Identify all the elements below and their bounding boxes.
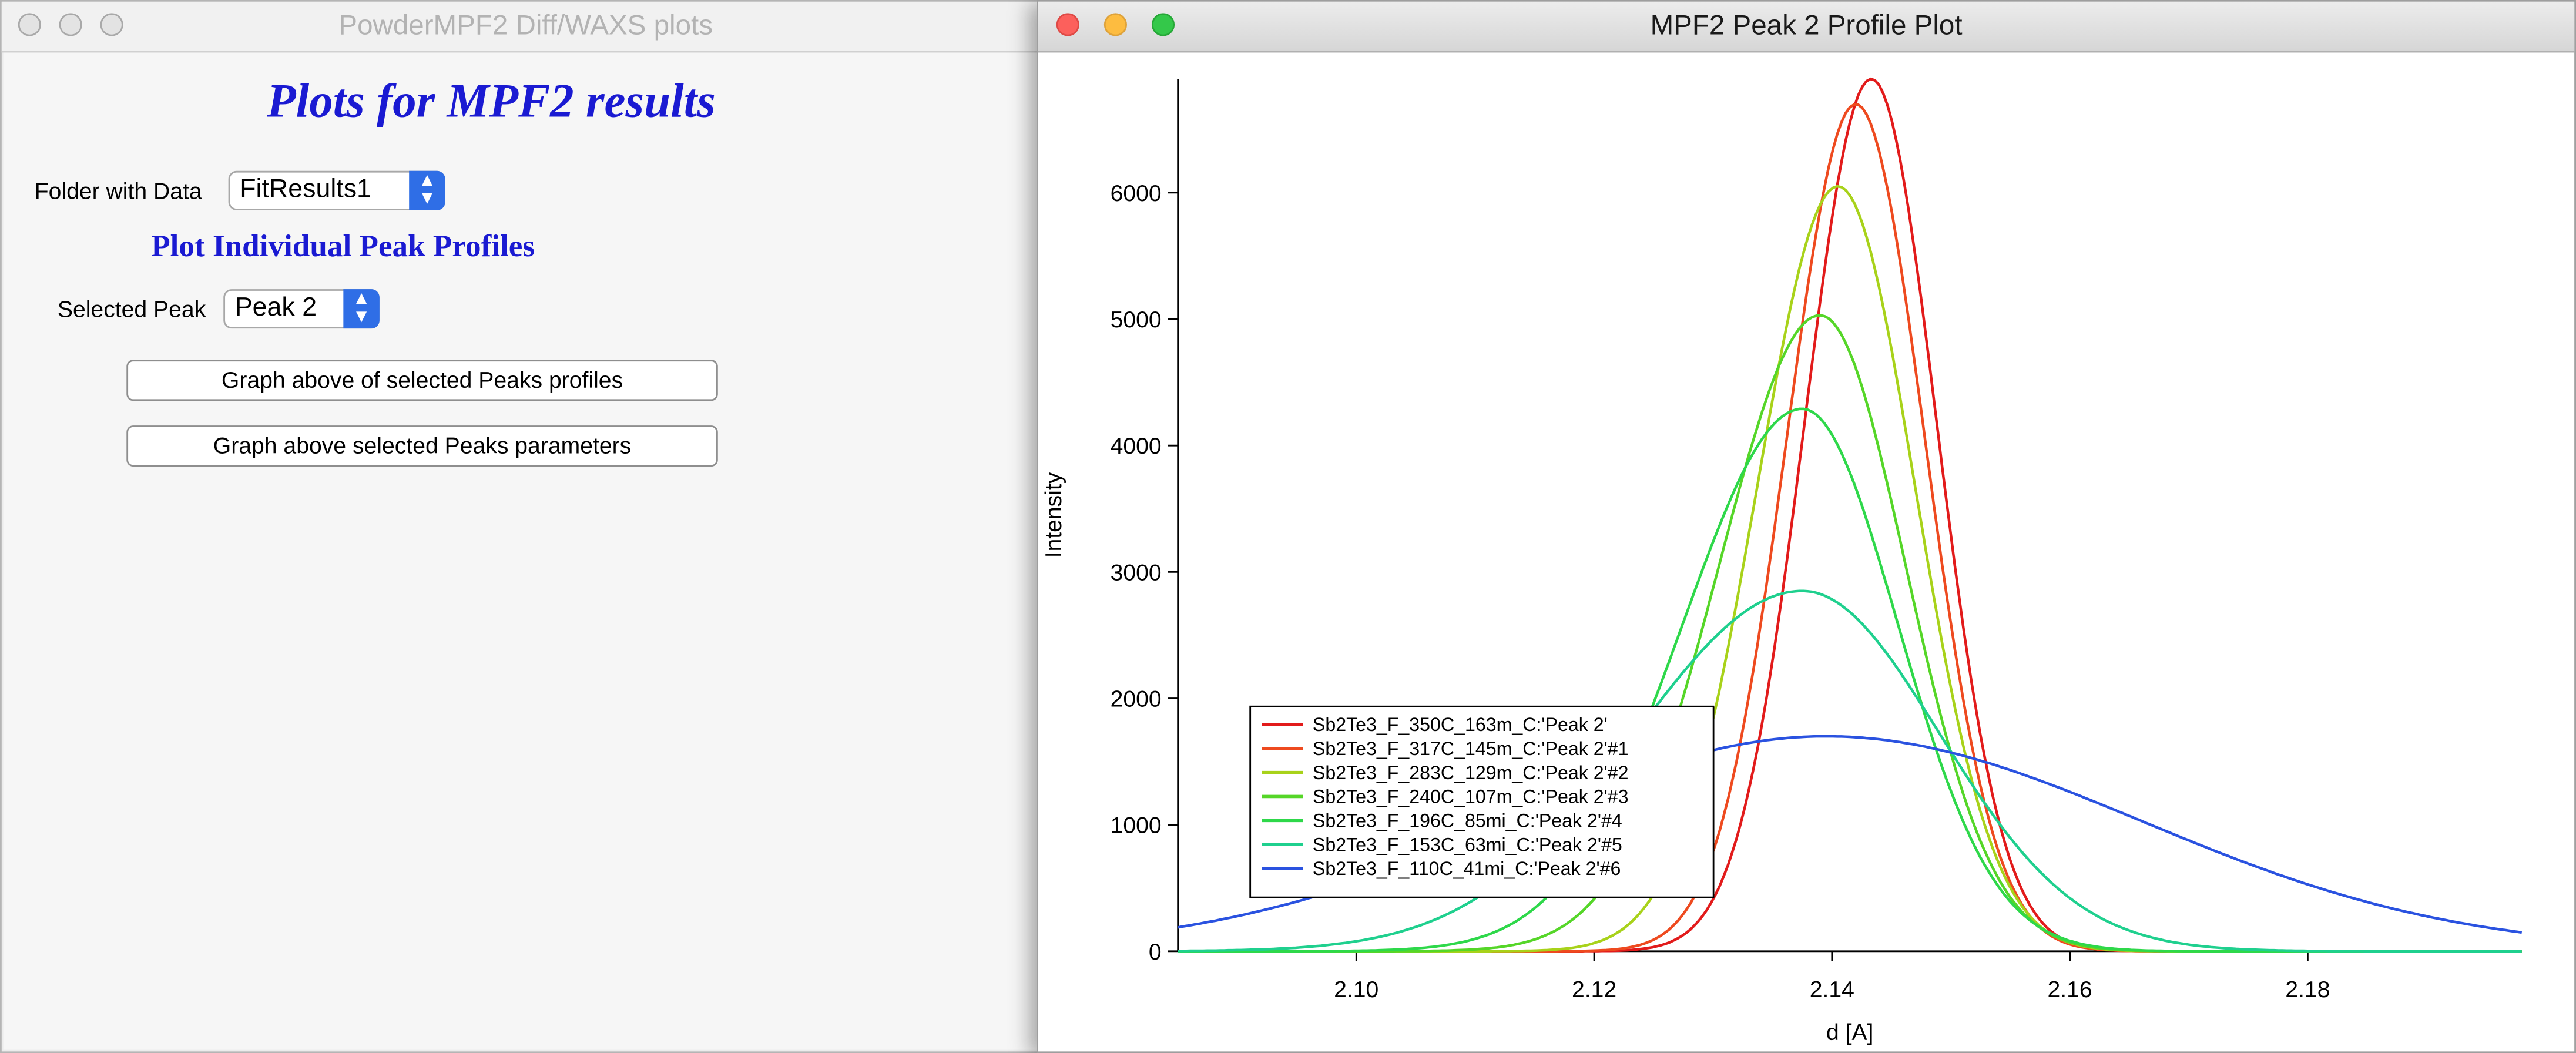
profile-plot: 0 1000 2000 3000 4000 5000 6000 2.10 2.12 2.14 2.1… xyxy=(1041,77,2523,1045)
plot-titlebar: MPF2 Peak 2 Profile Plot xyxy=(1038,1,2575,53)
x-tick-label: 2.18 xyxy=(2285,977,2330,1002)
minimize-icon[interactable] xyxy=(1103,13,1127,36)
control-panel: Plots for MPF2 results Folder with Data … xyxy=(3,52,1048,1050)
x-tick-label: 2.10 xyxy=(1334,977,1378,1002)
close-icon[interactable] xyxy=(1056,13,1079,36)
minimize-icon[interactable] xyxy=(59,13,82,36)
profiles-subheading: Plot Individual Peak Profiles xyxy=(151,230,535,265)
y-tick-label: 3000 xyxy=(1111,560,1162,585)
left-window: PowderMPF2 Diff/WAXS plots Plots for MPF… xyxy=(0,0,1052,1053)
legend-box xyxy=(1249,705,1715,898)
zoom-icon[interactable] xyxy=(100,13,123,36)
legend-entry: Sb2Te3_F_196C_85mi_C:'Peak 2'#4 xyxy=(1313,810,1622,831)
legend-entry: Sb2Te3_F_317C_145m_C:'Peak 2'#1 xyxy=(1313,738,1629,759)
y-tick-label: 5000 xyxy=(1111,307,1162,333)
y-axis-label: Intensity xyxy=(1041,472,1066,558)
panel-heading: Plots for MPF2 results xyxy=(267,75,716,129)
legend-entry: Sb2Te3_F_350C_163m_C:'Peak 2' xyxy=(1313,714,1608,735)
close-icon[interactable] xyxy=(18,13,41,36)
zoom-icon[interactable] xyxy=(1151,13,1175,36)
chevron-updown-icon: ▲ ▼ xyxy=(409,170,445,210)
plot-curves xyxy=(1178,77,2523,953)
legend-entry: Sb2Te3_F_110C_41mi_C:'Peak 2'#6 xyxy=(1313,858,1621,879)
peak-label: Selected Peak xyxy=(57,296,206,322)
folder-select-value: FitResults1 xyxy=(240,176,371,204)
plot-axes: 0 1000 2000 3000 4000 5000 6000 2.10 2.12 2.14 2.1… xyxy=(1041,79,2522,1045)
peak-select[interactable]: Peak 2 ▲ ▼ xyxy=(223,289,380,329)
folder-label: Folder with Data xyxy=(34,177,202,204)
plot-window-title: MPF2 Peak 2 Profile Plot xyxy=(1650,9,1963,41)
peak-select-value: Peak 2 xyxy=(234,294,317,322)
left-window-title: PowderMPF2 Diff/WAXS plots xyxy=(338,9,713,41)
legend-entry: Sb2Te3_F_240C_107m_C:'Peak 2'#3 xyxy=(1313,786,1629,807)
y-tick-label: 4000 xyxy=(1111,434,1162,459)
y-tick-label: 1000 xyxy=(1111,813,1162,839)
y-tick-label: 6000 xyxy=(1111,181,1162,206)
graph-parameters-button[interactable]: Graph above selected Peaks parameters xyxy=(126,425,718,467)
x-tick-label: 2.16 xyxy=(2048,977,2092,1002)
plot-window: MPF2 Peak 2 Profile Plot 0 1000 2000 3000 40… xyxy=(1037,0,2576,1053)
graph-profiles-button[interactable]: Graph above of selected Peaks profiles xyxy=(126,360,718,401)
legend-entry: Sb2Te3_F_283C_129m_C:'Peak 2'#2 xyxy=(1313,762,1629,783)
left-titlebar: PowderMPF2 Diff/WAXS plots xyxy=(1,1,1050,53)
x-tick-label: 2.12 xyxy=(1572,977,1616,1002)
folder-select[interactable]: FitResults1 ▲ ▼ xyxy=(228,170,445,210)
y-tick-label: 0 xyxy=(1149,940,1162,965)
x-axis-label: d [A] xyxy=(1826,1020,1873,1045)
x-tick-label: 2.14 xyxy=(1810,977,1854,1002)
plot-legend: Sb2Te3_F_350C_163m_C:'Peak 2' Sb2Te3_F_31… xyxy=(1249,705,1715,898)
y-tick-label: 2000 xyxy=(1111,686,1162,712)
series-line xyxy=(1178,589,2522,953)
chevron-updown-icon: ▲ ▼ xyxy=(343,289,380,329)
legend-entry: Sb2Te3_F_153C_63mi_C:'Peak 2'#5 xyxy=(1313,834,1622,855)
